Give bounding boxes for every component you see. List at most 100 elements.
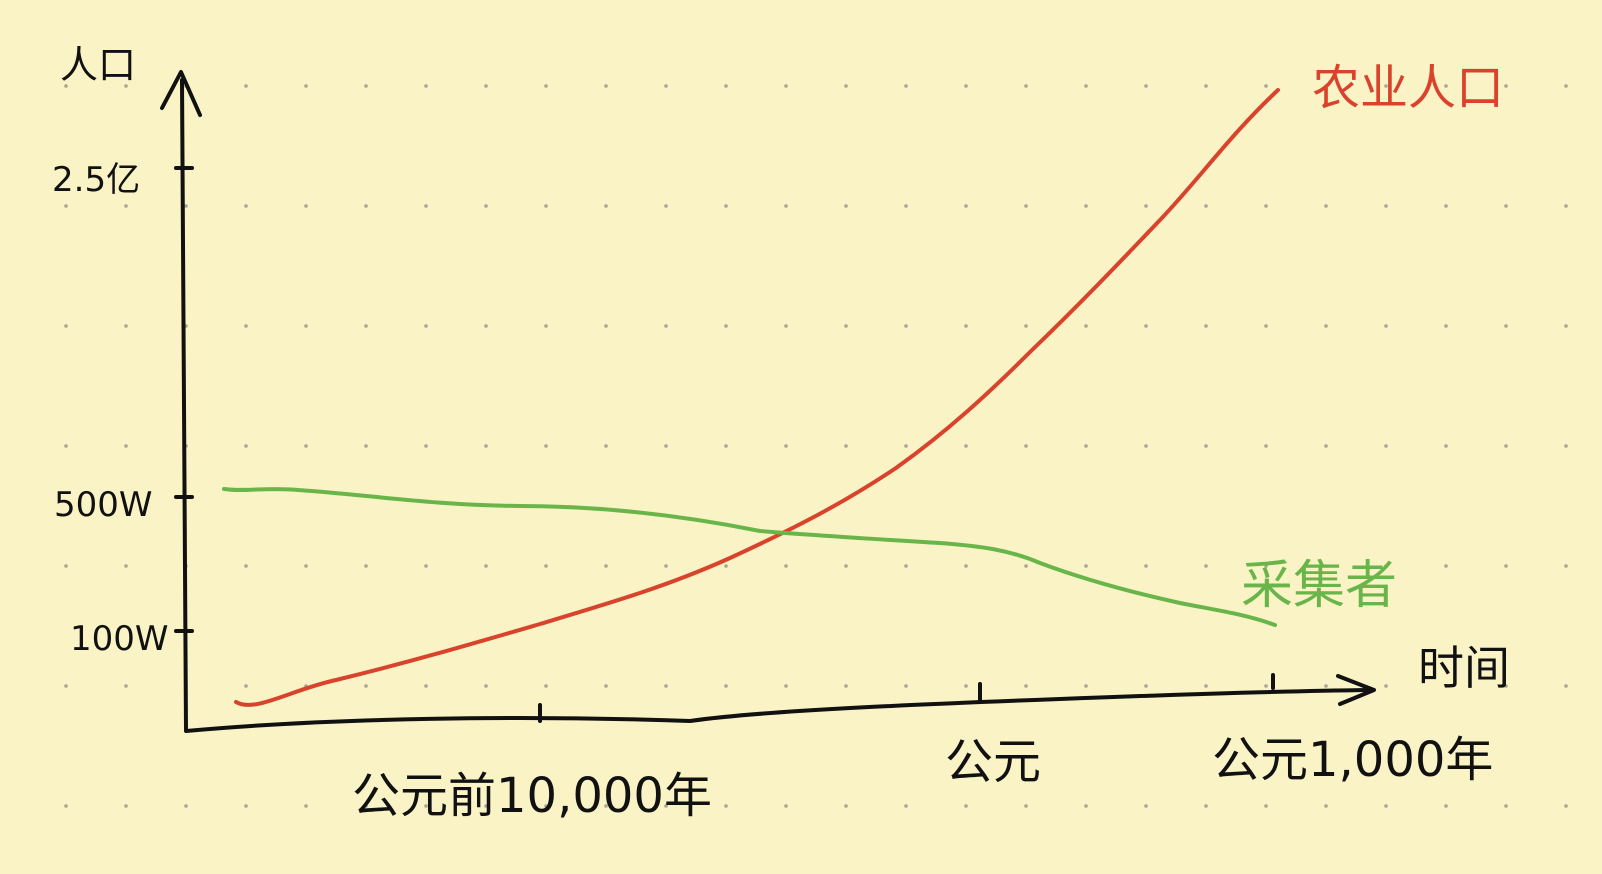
grid-dot <box>664 684 668 688</box>
y-axis-title: 人口 <box>60 43 136 87</box>
grid-dot <box>1384 324 1388 328</box>
grid-dot <box>664 324 668 328</box>
grid-dot <box>844 804 848 808</box>
grid-dot <box>904 564 908 568</box>
grid-dot <box>1204 84 1208 88</box>
grid-dot <box>364 804 368 808</box>
grid-dot <box>844 324 848 328</box>
grid-dot <box>1564 564 1568 568</box>
grid-dot <box>664 204 668 208</box>
grid-dot <box>1024 804 1028 808</box>
grid-dot <box>1264 84 1268 88</box>
grid-dot <box>184 804 188 808</box>
grid-dot <box>784 84 788 88</box>
grid-dot <box>124 204 128 208</box>
grid-dot <box>1444 444 1448 448</box>
grid-dot <box>364 684 368 688</box>
grid-dot <box>364 324 368 328</box>
grid-dot <box>64 684 68 688</box>
y-axis <box>180 78 188 732</box>
grid-dot <box>1024 564 1028 568</box>
grid-dot <box>964 84 968 88</box>
grid-dot <box>904 804 908 808</box>
grid-dot <box>1144 684 1148 688</box>
grid-dot <box>1144 324 1148 328</box>
grid-dot <box>1024 444 1028 448</box>
grid-dot <box>1324 684 1328 688</box>
grid-dot <box>1564 684 1568 688</box>
grid-dot <box>484 804 488 808</box>
grid-dot <box>604 444 608 448</box>
grid-dot <box>424 684 428 688</box>
x-axis-arrow <box>1336 674 1376 706</box>
grid-dot <box>424 84 428 88</box>
grid-dot <box>424 324 428 328</box>
grid-dot <box>304 444 308 448</box>
grid-dot <box>304 564 308 568</box>
grid-dot <box>544 564 548 568</box>
grid-dot <box>1444 564 1448 568</box>
grid-dot <box>1384 84 1388 88</box>
grid-dot <box>1324 444 1328 448</box>
grid-dot <box>904 684 908 688</box>
x-tick-label-1000ce: 公元1,000年 <box>1212 732 1493 788</box>
grid-dot <box>604 684 608 688</box>
grid-dot <box>544 84 548 88</box>
grid-dot <box>484 564 488 568</box>
grid-dot <box>64 204 68 208</box>
grid-dot <box>184 204 188 208</box>
grid-dot <box>484 444 488 448</box>
grid-dot <box>604 324 608 328</box>
grid-dot <box>1024 684 1028 688</box>
grid-dot <box>724 564 728 568</box>
grid-dot <box>1144 84 1148 88</box>
grid-dot <box>544 324 548 328</box>
grid-dot <box>1384 444 1388 448</box>
grid-dot <box>1444 84 1448 88</box>
grid-dot <box>244 324 248 328</box>
grid-dot <box>1444 204 1448 208</box>
grid-dot <box>1564 84 1568 88</box>
grid-dot <box>544 684 548 688</box>
grid-dot <box>664 444 668 448</box>
grid-dot <box>364 84 368 88</box>
grid-dot <box>964 684 968 688</box>
grid-dot <box>1144 444 1148 448</box>
grid-dot <box>844 684 848 688</box>
grid-dot <box>1504 564 1508 568</box>
grid-dot <box>1204 804 1208 808</box>
grid-dot <box>1384 204 1388 208</box>
grid-dot <box>244 684 248 688</box>
grid-dot <box>1504 204 1508 208</box>
grid-dot <box>964 564 968 568</box>
grid-dot <box>484 324 488 328</box>
grid-dot <box>124 564 128 568</box>
grid-dot <box>1144 204 1148 208</box>
grid-dot <box>1384 684 1388 688</box>
grid-dot <box>604 204 608 208</box>
y-tick-label-100w: 100W <box>70 619 169 659</box>
grid-dot <box>1504 684 1508 688</box>
grid-dot <box>64 444 68 448</box>
grid-dot <box>1024 324 1028 328</box>
grid-dot <box>64 804 68 808</box>
grid-dot <box>964 804 968 808</box>
grid-dot <box>1084 684 1088 688</box>
grid-dot <box>424 804 428 808</box>
grid-dot <box>724 204 728 208</box>
grid-dot <box>364 444 368 448</box>
grid-dot <box>784 684 788 688</box>
grid-dot <box>1084 324 1088 328</box>
grid-dot <box>64 84 68 88</box>
grid-dot <box>784 564 788 568</box>
grid-dot <box>1324 204 1328 208</box>
x-tick-label-ce: 公元 <box>945 734 1041 790</box>
grid-dot <box>124 84 128 88</box>
grid-dot <box>1084 804 1088 808</box>
grid-dot <box>724 324 728 328</box>
x-axis-title: 时间 <box>1418 641 1510 695</box>
grid-dot <box>484 684 488 688</box>
grid-dot <box>544 204 548 208</box>
